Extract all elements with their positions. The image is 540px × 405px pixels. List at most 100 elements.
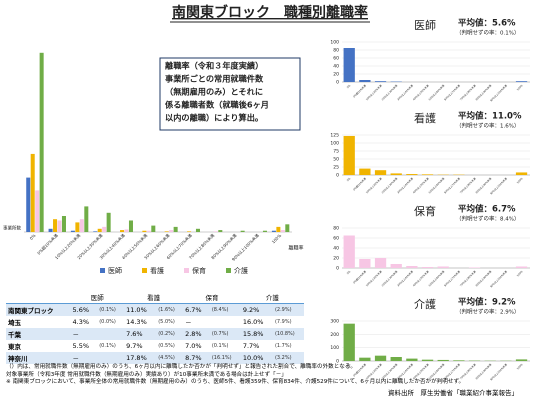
x-tick-label: 30%以上40%未満 (396, 269, 414, 287)
legend-swatch (100, 268, 105, 273)
y-tick-label: 40 (333, 246, 339, 252)
bar (213, 231, 218, 232)
x-tick-label: 0%超10%未満 (352, 176, 367, 191)
x-tick-label: 0% (346, 176, 352, 182)
unknown-rate: (0.7%) (209, 328, 241, 340)
y-tick-label: 60 (333, 56, 339, 62)
x-tick-label: 0% (346, 83, 352, 89)
bar (437, 359, 449, 361)
bar (276, 226, 281, 232)
bar (70, 230, 75, 232)
x-tick-label: 100% (516, 362, 524, 370)
x-tick-label: 0%超10%未満 (35, 232, 59, 256)
x-tick-label: 10%以上20%未満 (365, 83, 383, 101)
source: 資料出所 厚生労働省「職業紹介事業報告」 (388, 389, 518, 397)
unknown-rate: (0.1%) (211, 343, 229, 349)
unknown-rate: (2.9%) (272, 303, 304, 316)
x-tick-label: 80%以上90%未満 (474, 83, 492, 101)
legend-label: 保育 (192, 266, 206, 275)
rate: 14.3% (126, 318, 147, 326)
bar (280, 230, 285, 232)
x-tick-label: 50%以上60%未満 (427, 176, 445, 194)
bar (61, 216, 66, 232)
bar (240, 230, 245, 232)
bar (359, 357, 371, 361)
rate: － (70, 352, 98, 364)
x-tick-label: 0%超10%未満 (352, 83, 367, 98)
bar (515, 172, 528, 175)
y-tick-label: 100 (330, 345, 339, 351)
x-tick-label: 80%以上90%未満 (474, 176, 492, 194)
table-row: 神奈川－ 17.8% (4.5%) 8.7% (16.1%) 10.0% (3.2%) (6, 352, 304, 364)
x-tick-label: 60%以上70%未満 (443, 83, 461, 101)
y-tick-label: 20 (333, 256, 339, 262)
rate: 7.0% (185, 342, 202, 350)
annotation-line: 離職率（令和３年度実績） (165, 61, 263, 71)
x-tick-label: 20%以上30%未満 (380, 269, 398, 287)
x-tick-label: 10%以上20%未満 (365, 176, 383, 194)
legend-label: 医師 (108, 266, 122, 275)
x-tick-label: 40%以上50%未満 (412, 269, 430, 287)
unknown-rate: (0.1%) (97, 303, 125, 316)
y-tick-label: 0 (336, 266, 339, 272)
y-tick-label: 200 (330, 332, 339, 338)
bar (515, 81, 528, 82)
unknown-rate: (0.2%) (156, 328, 184, 340)
rate: 17.8% (124, 352, 157, 364)
column-header: 介護 (240, 291, 304, 304)
bar (271, 230, 276, 232)
panel-note: （判明せずの率：1.6%） (456, 122, 519, 130)
rate: 11.0% (124, 303, 157, 316)
bar (142, 230, 147, 232)
panel-note: （判明せずの率：0.1%） (456, 29, 519, 37)
y-tick-label: 75 (333, 149, 339, 155)
bar (468, 267, 481, 268)
unknown-rate: (5.0%) (158, 319, 175, 325)
y-tick-label: 80 (333, 48, 339, 54)
row-label: 神奈川 (6, 352, 71, 364)
bar (515, 359, 528, 361)
x-tick-label: 0% (29, 233, 37, 241)
bar (120, 230, 125, 232)
unknown-rate: (8.4%) (209, 303, 241, 316)
legend-swatch (142, 268, 147, 273)
bar (343, 135, 355, 175)
x-tick-label: 100% (271, 233, 283, 245)
x-axis-label: 離職率 (288, 245, 303, 252)
panel-title: 保育 (414, 204, 436, 218)
unknown-rate: (4.5%) (156, 352, 184, 364)
x-tick-label: 50%以上60%未満 (427, 83, 445, 101)
table-row: 南関東ブロック 5.6% (0.1%) 11.0% (1.6%) 6.7% (8.4%) 9.… (6, 303, 304, 316)
bar (374, 258, 387, 268)
panel-title: 医師 (414, 19, 436, 32)
rate: 6.7% (183, 303, 210, 316)
bar (453, 360, 465, 361)
bar (343, 235, 355, 268)
x-tick-label: 30%以上40%未満 (396, 83, 414, 101)
bar (343, 323, 355, 361)
unknown-rate (97, 328, 125, 340)
unknown-rate: (1.6%) (156, 303, 184, 316)
rate: 10.0% (240, 352, 273, 364)
x-tick-label: 40%以上50%未満 (412, 83, 430, 101)
y-tick-label: 100 (330, 141, 339, 147)
bar (390, 264, 402, 268)
bar (374, 81, 387, 82)
x-tick-label: 0% (346, 269, 352, 275)
x-tick-label: 20%以上30%未満 (380, 83, 398, 101)
bar (218, 230, 223, 232)
y-tick-label: 0 (336, 173, 339, 179)
bar (75, 222, 80, 232)
rate: 7.6% (124, 328, 157, 340)
panel-average: 平均値：5.6% (458, 18, 516, 29)
y-tick-label: 100 (330, 40, 339, 46)
note-line: ※ 南関東ブロックにおいて、事業所全体の常用就職件数（無期雇用のみ）のうち、医師… (6, 379, 465, 385)
bar (35, 190, 40, 232)
note-line: （）内は、常用就職件数（無期雇用のみ）のうち、6ヶ月以内に離職したか否かが「判明… (6, 364, 356, 370)
bar (102, 226, 107, 232)
bar (106, 212, 111, 232)
y-tick-label: 20 (333, 72, 339, 78)
y-tick-label: 60 (333, 236, 339, 242)
y-axis-label: 事業所数 (3, 225, 21, 232)
